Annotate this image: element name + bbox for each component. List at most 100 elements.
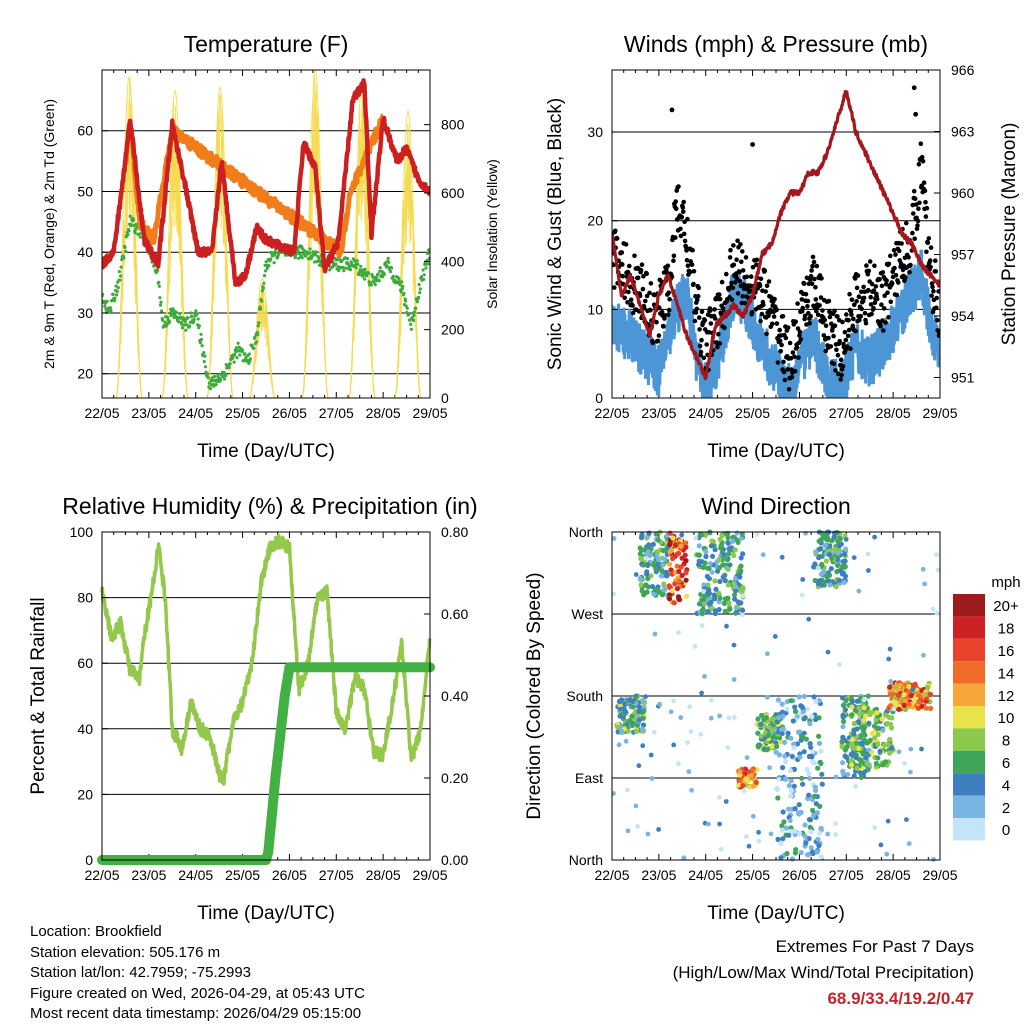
dewpoint-point [363, 277, 367, 281]
y-tick-label: 0 [595, 390, 603, 406]
dewpoint-point [235, 356, 239, 360]
gust-point [781, 369, 787, 375]
direction-point [908, 746, 914, 752]
temperature-series [102, 78, 430, 287]
x-tick-label: 22/05 [594, 867, 629, 883]
x-axis: 22/05 23/05 24/05 25/05 26/05 27/05 28/05 29/05… [84, 70, 448, 462]
panel-1: Temperature (F) 22/05 23/05 24/05 25/05 26/05… [41, 31, 500, 462]
gust-point [881, 328, 886, 333]
direction-point [853, 754, 859, 761]
gust-point [797, 333, 802, 338]
y2-axis-label: Solar Insolation (Yellow) [484, 159, 500, 309]
extremes-values: 68.9/33.4/19.2/0.47 [827, 989, 974, 1008]
dewpoint-point [342, 269, 346, 273]
dewpoint-point [199, 337, 204, 342]
direction-point [725, 540, 732, 546]
gust-point [915, 218, 921, 224]
direction-point [796, 802, 802, 808]
direction-point [835, 562, 841, 569]
direction-point [717, 578, 723, 585]
x-tick-label: 26/05 [782, 867, 817, 883]
dewpoint-point [103, 304, 107, 308]
dewpoint-point [369, 283, 373, 287]
gust-point [853, 328, 858, 334]
direction-point [819, 781, 825, 787]
gust-point [886, 261, 892, 267]
dewpoint-point [260, 299, 264, 303]
dewpoint-point [123, 245, 127, 249]
direction-point [783, 710, 789, 716]
dewpoint-point [212, 384, 216, 388]
direction-point [782, 739, 788, 746]
direction-point [781, 819, 787, 825]
direction-point [869, 730, 875, 737]
gust-point [772, 296, 777, 302]
direction-point [908, 692, 914, 698]
gust-point [620, 262, 625, 267]
direction-point [866, 720, 872, 726]
direction-point [645, 576, 651, 582]
direction-point [708, 715, 714, 721]
gust-point [894, 292, 900, 298]
gust-point [795, 301, 800, 306]
gust-point [628, 297, 634, 303]
y2-tick-label: 963 [951, 124, 975, 140]
gust-point [815, 312, 821, 318]
direction-point [925, 685, 931, 691]
direction-point [789, 753, 795, 759]
x-tick-label: 27/05 [319, 867, 354, 883]
direction-point [827, 582, 833, 588]
direction-point [770, 722, 776, 728]
panel-3: Relative Humidity (%) & Precipitation (i… [28, 493, 478, 924]
direction-point [822, 542, 828, 548]
direction-point [668, 709, 674, 715]
gust-point [777, 327, 782, 333]
direction-point [778, 855, 784, 861]
gust-point [808, 313, 813, 319]
x-tick-label: 27/05 [319, 405, 354, 421]
direction-point [788, 788, 794, 794]
y2-tick-label: 400 [441, 253, 465, 269]
gust-point [641, 273, 646, 279]
direction-point [676, 578, 683, 584]
direction-point [615, 724, 621, 730]
gust-point [862, 310, 868, 316]
dewpoint-point [363, 267, 367, 271]
dewpoint-point [178, 311, 182, 316]
dewpoint-point [400, 287, 404, 291]
gust-point [864, 263, 869, 268]
gust-point [819, 276, 824, 281]
dewpoint-point [236, 341, 240, 345]
dewpoint-point [221, 375, 225, 379]
dewpoint-point [348, 268, 353, 272]
dewpoint-point [166, 315, 170, 319]
dewpoint-point [114, 284, 118, 288]
colorbar-swatch [953, 638, 985, 662]
direction-point [655, 561, 662, 567]
gust-point [915, 223, 920, 228]
direction-point [638, 556, 644, 562]
direction-point [652, 587, 659, 593]
direction-point [904, 817, 909, 822]
gust-point [724, 271, 729, 277]
gust-point [644, 271, 649, 277]
gust-point [846, 327, 852, 333]
dewpoint-point [119, 265, 123, 269]
gust-point [690, 247, 695, 253]
gust-point [777, 338, 783, 344]
direction-point [676, 550, 682, 557]
dewpoint-point [182, 317, 186, 321]
gust-point [871, 305, 876, 311]
direction-point [843, 537, 849, 542]
gust-point [666, 307, 672, 313]
direction-point [864, 761, 870, 767]
gust-point [681, 199, 686, 205]
gust-point [834, 347, 839, 353]
colorbar-swatch [953, 616, 985, 639]
gust-point [920, 159, 926, 164]
direction-point [623, 738, 629, 744]
dewpoint-point [414, 306, 418, 310]
direction-point [802, 833, 808, 839]
gust-point [928, 245, 934, 250]
direction-point [705, 565, 711, 571]
